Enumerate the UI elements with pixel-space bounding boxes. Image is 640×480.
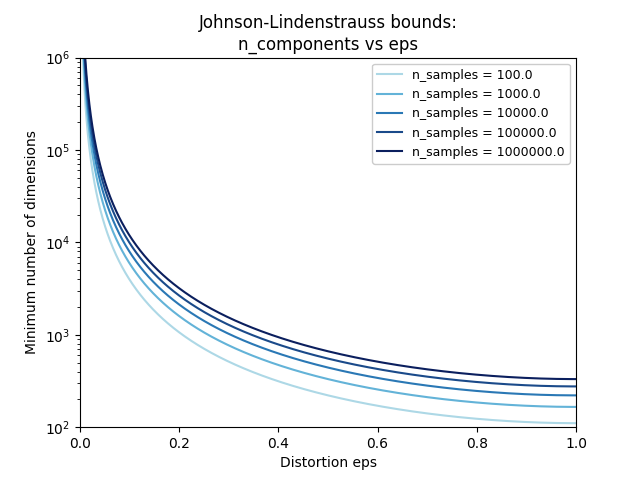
n_samples = 10000.0 xyxy=(296,357,304,363)
n_samples = 1000.0 xyxy=(472,399,480,405)
Legend: n_samples = 100.0, n_samples = 1000.0, n_samples = 10000.0, n_samples = 100000.0: n_samples = 100.0, n_samples = 1000.0, n… xyxy=(372,64,570,164)
n_samples = 1000000.0 xyxy=(472,372,480,378)
n_samples = 1000000.0 xyxy=(129,238,137,243)
Line: n_samples = 100000.0: n_samples = 100000.0 xyxy=(83,5,576,386)
n_samples = 10000.0 xyxy=(278,352,286,358)
n_samples = 10000.0 xyxy=(572,393,580,398)
n_samples = 100000.0 xyxy=(463,378,471,384)
n_samples = 100.0 xyxy=(572,420,580,426)
n_samples = 100000.0 xyxy=(79,2,86,8)
Title: Johnson-Lindenstrauss bounds:
n_components vs eps: Johnson-Lindenstrauss bounds: n_componen… xyxy=(198,14,458,54)
n_samples = 10000.0 xyxy=(129,254,137,260)
n_samples = 1000.0 xyxy=(79,23,86,28)
n_samples = 100.0 xyxy=(278,380,286,385)
n_samples = 10000.0 xyxy=(472,388,480,394)
n_samples = 10000.0 xyxy=(463,387,471,393)
X-axis label: Distortion eps: Distortion eps xyxy=(280,456,376,470)
Line: n_samples = 1000.0: n_samples = 1000.0 xyxy=(83,25,576,407)
n_samples = 100000.0 xyxy=(572,384,580,389)
n_samples = 100000.0 xyxy=(417,373,425,379)
n_samples = 1000000.0 xyxy=(278,336,286,341)
n_samples = 100000.0 xyxy=(278,343,286,348)
n_samples = 100.0 xyxy=(463,415,471,421)
n_samples = 100000.0 xyxy=(296,348,304,354)
n_samples = 100000.0 xyxy=(472,379,480,385)
n_samples = 1000000.0 xyxy=(417,366,425,372)
n_samples = 1000.0 xyxy=(463,399,471,405)
n_samples = 10000.0 xyxy=(79,11,86,17)
Y-axis label: Minimum number of dimensions: Minimum number of dimensions xyxy=(26,131,40,354)
n_samples = 1000000.0 xyxy=(296,341,304,347)
n_samples = 1000.0 xyxy=(129,265,137,271)
n_samples = 100.0 xyxy=(417,410,425,416)
n_samples = 1000.0 xyxy=(278,363,286,369)
n_samples = 100.0 xyxy=(79,39,86,45)
n_samples = 1000.0 xyxy=(296,369,304,374)
Line: n_samples = 100.0: n_samples = 100.0 xyxy=(83,42,576,423)
Line: n_samples = 1000000.0: n_samples = 1000000.0 xyxy=(83,0,576,379)
n_samples = 1000000.0 xyxy=(463,371,471,377)
Line: n_samples = 10000.0: n_samples = 10000.0 xyxy=(83,14,576,396)
n_samples = 10000.0 xyxy=(417,382,425,388)
n_samples = 1000000.0 xyxy=(572,376,580,382)
n_samples = 100.0 xyxy=(296,385,304,391)
n_samples = 100.0 xyxy=(129,282,137,288)
n_samples = 1000.0 xyxy=(417,394,425,399)
n_samples = 1000.0 xyxy=(572,404,580,410)
n_samples = 100.0 xyxy=(472,416,480,421)
n_samples = 100000.0 xyxy=(129,245,137,251)
